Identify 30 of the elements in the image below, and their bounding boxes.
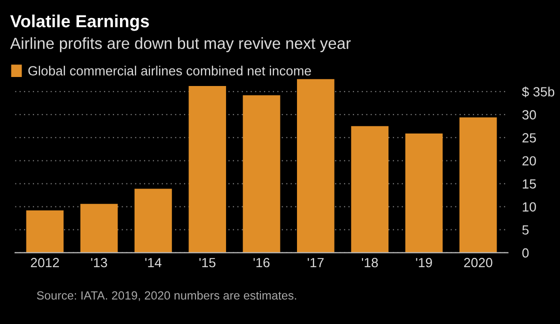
bar xyxy=(26,210,64,253)
bar xyxy=(405,133,443,253)
source-note: Source: IATA. 2019, 2020 numbers are estimates. xyxy=(36,290,296,302)
bar xyxy=(351,126,389,253)
bar xyxy=(188,86,226,253)
y-tick-label: $ 35b xyxy=(522,86,554,98)
chart-title: Volatile Earnings xyxy=(10,14,149,31)
y-tick-label: 30 xyxy=(522,110,536,120)
x-tick-label: '19 xyxy=(416,258,432,268)
x-tick-label: 2020 xyxy=(464,258,492,268)
y-tick-label: 0 xyxy=(522,248,529,258)
y-tick-label: 20 xyxy=(522,156,536,166)
y-tick-label: 5 xyxy=(522,225,529,235)
y-tick-label: 15 xyxy=(522,179,536,189)
x-tick-label: '13 xyxy=(91,258,108,268)
y-tick-label: 10 xyxy=(522,202,536,212)
x-tick-label: 2012 xyxy=(30,258,59,268)
x-tick-label: '14 xyxy=(145,258,162,268)
bar xyxy=(80,204,118,253)
x-tick-label: '18 xyxy=(362,258,378,268)
bar xyxy=(459,117,497,253)
bar xyxy=(242,95,280,253)
x-tick-label: '16 xyxy=(254,258,270,268)
bar xyxy=(134,188,172,253)
chart-subtitle: Airline profits are down but may revive next year xyxy=(10,37,351,52)
y-tick-label: 25 xyxy=(522,133,536,143)
x-tick-label: '15 xyxy=(199,258,216,268)
x-tick-label: '17 xyxy=(308,258,324,268)
bar xyxy=(296,79,334,253)
legend-label: Global commercial airlines combined net income xyxy=(28,66,311,76)
